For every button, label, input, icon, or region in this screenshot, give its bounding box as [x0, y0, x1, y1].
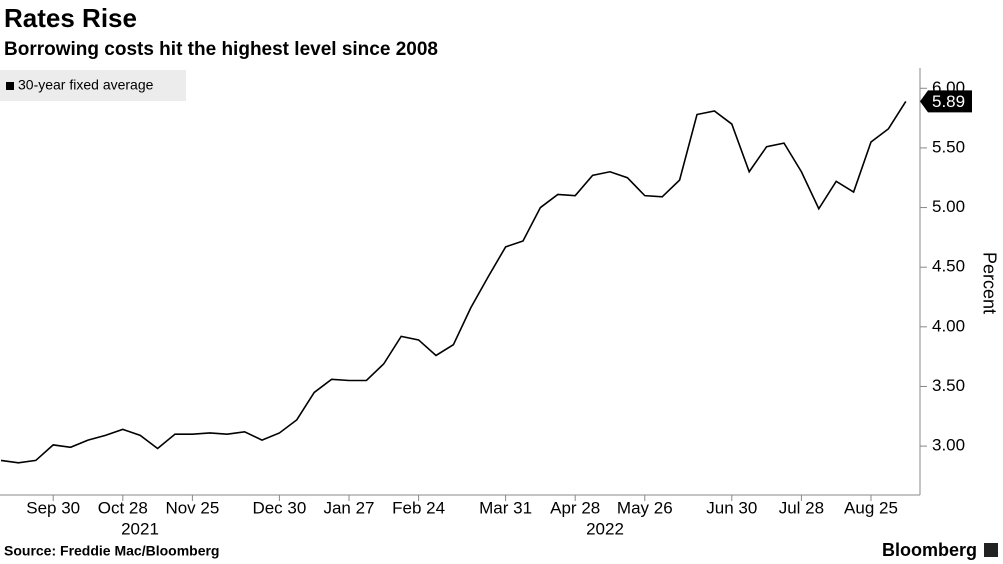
x-tick-label: Dec 30	[252, 498, 306, 517]
y-tick-label: 3.50	[932, 376, 965, 395]
x-tick-label: Mar 31	[479, 498, 532, 517]
chart-title: Rates Rise	[4, 3, 137, 33]
x-tick-label: Apr 28	[550, 498, 600, 517]
y-tick-label: 4.50	[932, 257, 965, 276]
source: Source: Freddie Mac/Bloomberg	[4, 543, 219, 559]
y-tick-label: 3.00	[932, 436, 965, 455]
x-tick-label: Oct 28	[98, 498, 148, 517]
brand-icon	[984, 543, 998, 557]
x-tick-label: Aug 25	[844, 498, 898, 517]
y-tick-label: 4.00	[932, 316, 965, 335]
y-tick-label: 5.50	[932, 137, 965, 156]
x-tick-label: Jan 27	[323, 498, 374, 517]
legend-box	[0, 70, 186, 101]
x-tick-label: Jun 30	[706, 498, 757, 517]
y-axis-label: Percent	[979, 252, 999, 314]
last-value-label: 5.89	[932, 92, 965, 111]
legend-swatch	[6, 82, 14, 90]
x-tick-label: Nov 25	[165, 498, 219, 517]
year-label: 2022	[586, 519, 624, 538]
x-tick-label: Jul 28	[779, 498, 824, 517]
y-tick-label: 5.00	[932, 197, 965, 216]
x-tick-label: Sep 30	[26, 498, 80, 517]
x-tick-label: May 26	[617, 498, 673, 517]
line-series	[0, 100, 907, 464]
last-value-flag	[920, 90, 972, 113]
legend-label: 30-year fixed average	[18, 77, 154, 93]
brand: Bloomberg	[882, 540, 977, 560]
year-label: 2021	[121, 519, 159, 538]
chart-subtitle: Borrowing costs hit the highest level si…	[4, 39, 438, 60]
x-tick-label: Feb 24	[392, 498, 445, 517]
